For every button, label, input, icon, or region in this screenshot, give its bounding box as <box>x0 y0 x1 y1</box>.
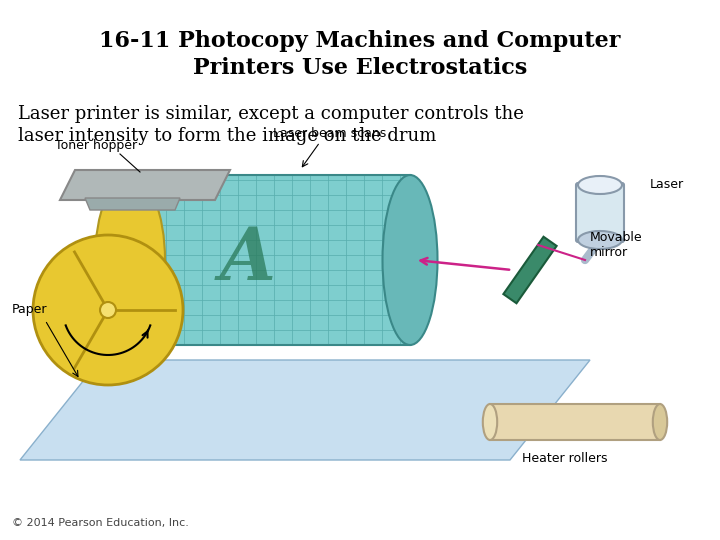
Polygon shape <box>85 198 180 210</box>
FancyBboxPatch shape <box>490 404 660 440</box>
Ellipse shape <box>382 175 438 345</box>
Text: Movable
mirror: Movable mirror <box>590 231 643 259</box>
Text: A: A <box>220 225 276 295</box>
Ellipse shape <box>653 404 667 440</box>
Text: Laser printer is similar, except a computer controls the
laser intensity to form: Laser printer is similar, except a compu… <box>18 105 524 145</box>
Ellipse shape <box>578 231 622 249</box>
Text: Heater rollers: Heater rollers <box>522 452 608 465</box>
Circle shape <box>33 235 183 385</box>
Text: Laser beam scans: Laser beam scans <box>274 127 387 140</box>
Text: Paper: Paper <box>12 303 48 316</box>
FancyBboxPatch shape <box>576 183 624 242</box>
Text: © 2014 Pearson Education, Inc.: © 2014 Pearson Education, Inc. <box>12 518 189 528</box>
Text: 16-11 Photocopy Machines and Computer
Printers Use Electrostatics: 16-11 Photocopy Machines and Computer Pr… <box>99 30 621 79</box>
Text: Laser: Laser <box>650 179 684 192</box>
Ellipse shape <box>578 176 622 194</box>
Text: Toner hopper: Toner hopper <box>55 139 137 152</box>
Polygon shape <box>20 360 590 460</box>
Polygon shape <box>503 237 557 303</box>
FancyBboxPatch shape <box>130 175 410 345</box>
Ellipse shape <box>95 175 165 345</box>
Circle shape <box>100 302 116 318</box>
Polygon shape <box>60 170 230 200</box>
Ellipse shape <box>483 404 498 440</box>
